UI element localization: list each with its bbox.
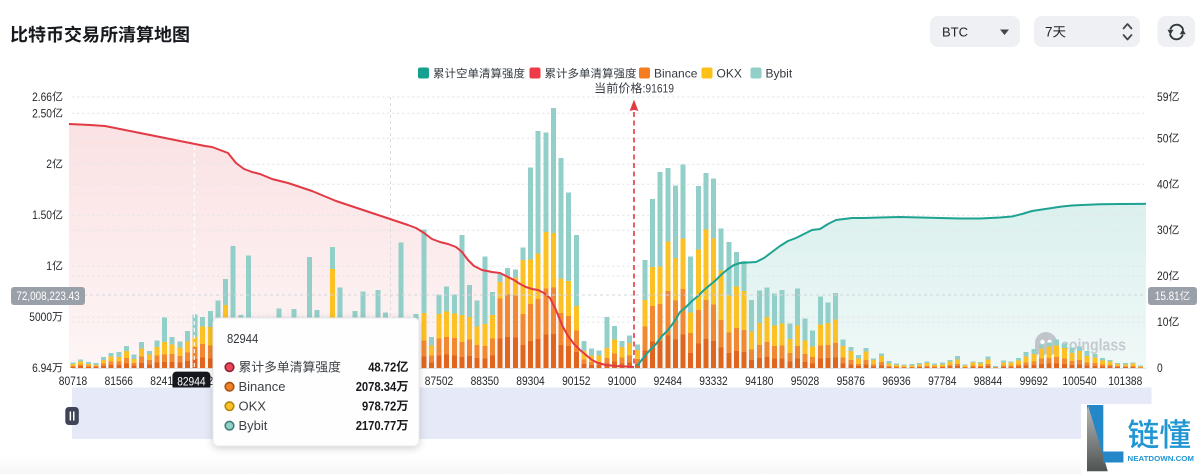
svg-text:59: 59	[1157, 90, 1169, 104]
svg-text:2170.77: 2170.77	[356, 418, 397, 433]
svg-text:0: 0	[1157, 361, 1163, 375]
svg-text:72,008,223.43: 72,008,223.43	[16, 291, 79, 303]
svg-text:82944: 82944	[227, 331, 258, 346]
svg-text:40: 40	[1157, 177, 1169, 191]
svg-text:Bybit: Bybit	[766, 67, 793, 81]
svg-text:6.94: 6.94	[32, 361, 52, 375]
svg-text:7: 7	[1045, 25, 1053, 40]
svg-text:91000: 91000	[608, 374, 637, 388]
svg-text:10: 10	[1157, 315, 1169, 329]
svg-text:2: 2	[46, 157, 52, 171]
svg-text:50: 50	[1157, 131, 1169, 145]
svg-text:81566: 81566	[105, 374, 134, 388]
svg-text:98844: 98844	[974, 374, 1003, 388]
svg-text:1.50: 1.50	[32, 208, 52, 222]
svg-text:2.50: 2.50	[32, 106, 52, 120]
svg-text:OKX: OKX	[717, 67, 742, 81]
svg-text:2078.34: 2078.34	[356, 379, 397, 394]
svg-text:30: 30	[1157, 223, 1169, 237]
svg-text:Binance: Binance	[654, 67, 698, 81]
svg-text:80718: 80718	[59, 374, 88, 388]
svg-text:20: 20	[1157, 269, 1169, 283]
svg-text:Binance: Binance	[239, 379, 286, 394]
svg-text:88350: 88350	[471, 374, 500, 388]
svg-text:NEATDOWN.COM: NEATDOWN.COM	[1128, 454, 1195, 463]
svg-text:48.72: 48.72	[368, 360, 396, 375]
svg-text:93332: 93332	[699, 374, 728, 388]
svg-text:95876: 95876	[837, 374, 866, 388]
svg-text:82944: 82944	[177, 375, 206, 389]
svg-text::91619: :91619	[643, 82, 675, 96]
svg-text:1: 1	[46, 259, 52, 273]
svg-text:Bybit: Bybit	[239, 418, 268, 433]
svg-text:978.72: 978.72	[362, 399, 396, 414]
svg-text:90152: 90152	[562, 374, 591, 388]
svg-text:82414: 82414	[150, 374, 179, 388]
svg-text:OKX: OKX	[239, 399, 267, 414]
svg-text:94180: 94180	[745, 374, 774, 388]
svg-text:99692: 99692	[1020, 374, 1049, 388]
svg-text:2.66: 2.66	[32, 90, 52, 104]
svg-text:95028: 95028	[791, 374, 820, 388]
svg-text:96936: 96936	[882, 374, 911, 388]
svg-text:101388: 101388	[1108, 374, 1142, 388]
svg-text:89304: 89304	[516, 374, 545, 388]
svg-text:100540: 100540	[1063, 374, 1097, 388]
svg-text:92484: 92484	[654, 374, 683, 388]
svg-text:15.81: 15.81	[1155, 291, 1180, 303]
svg-text:BTC: BTC	[942, 24, 968, 39]
svg-text:5000: 5000	[29, 310, 52, 324]
svg-text:87502: 87502	[425, 374, 454, 388]
svg-text:97784: 97784	[928, 374, 957, 388]
